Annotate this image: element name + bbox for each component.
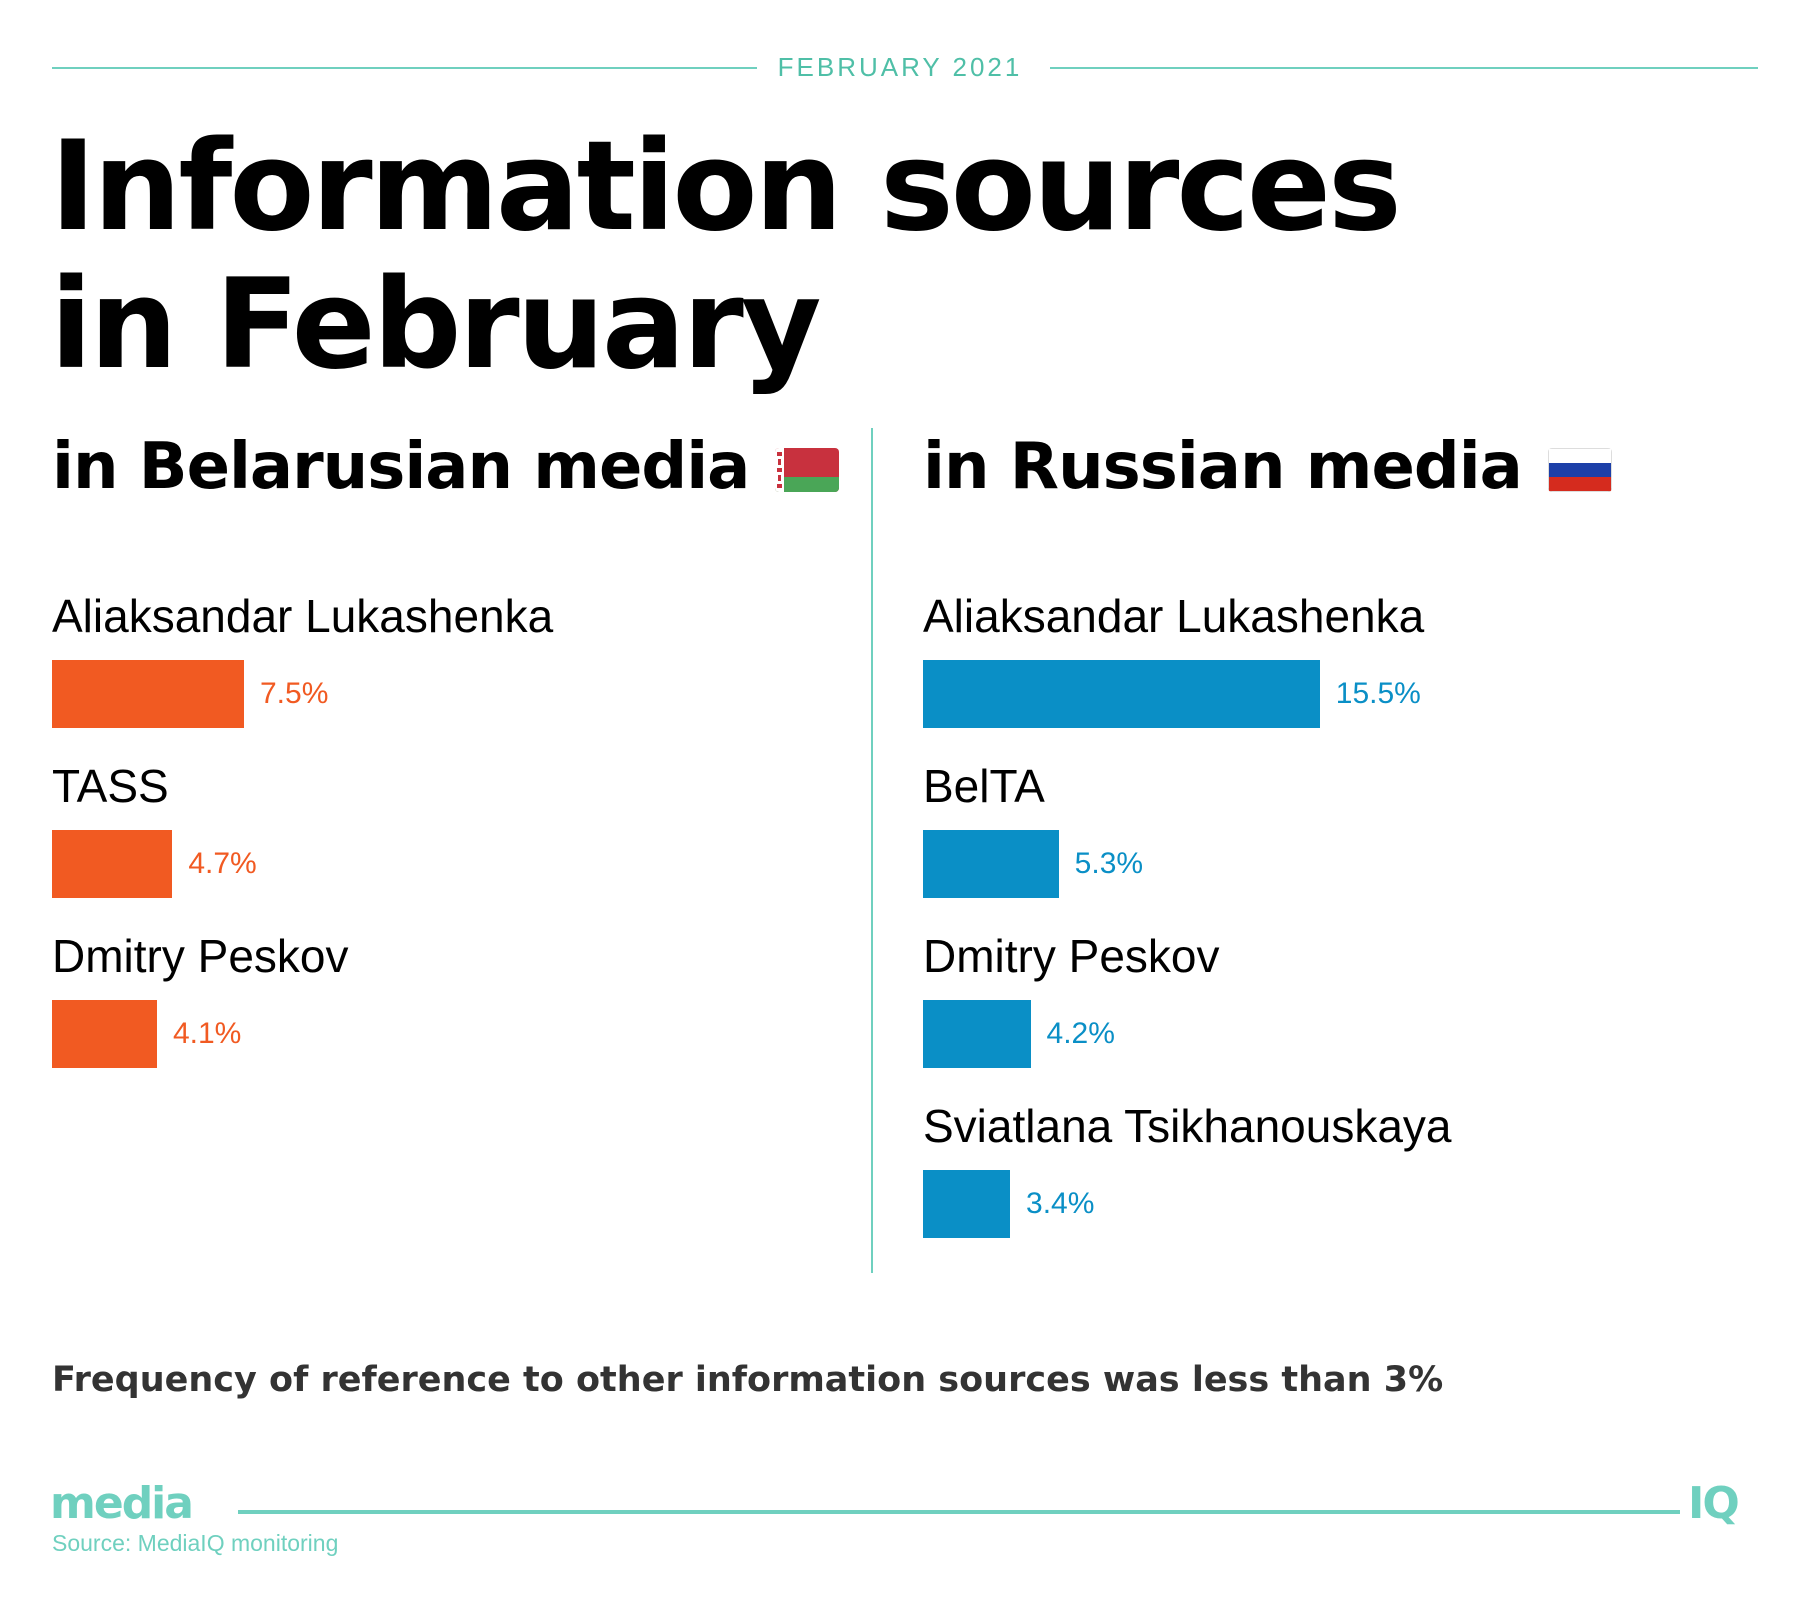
bar-value-label: 4.2%	[1046, 1017, 1115, 1050]
bar	[52, 660, 244, 728]
brand-line	[238, 1510, 1680, 1514]
panel-divider	[871, 428, 873, 1273]
top-rule-right	[1050, 67, 1758, 69]
belarusian-media-heading: in Belarusian media	[52, 428, 872, 588]
belarusian-media-heading-text: in Belarusian media	[52, 430, 750, 504]
belarus-flag-icon	[775, 448, 840, 493]
top-rule-left	[52, 67, 757, 69]
bar-value-label: 3.4%	[1026, 1187, 1095, 1220]
belarusian-media-panel: in Belarusian media Aliaksandar Lukashen…	[52, 428, 872, 1098]
bar-entry: Aliaksandar Lukashenka 15.5%	[923, 588, 1743, 758]
title-line-1: Information sources	[50, 115, 1402, 259]
bar-entry: Dmitry Peskov 4.2%	[923, 928, 1743, 1098]
bar-entry: Aliaksandar Lukashenka 7.5%	[52, 588, 872, 758]
bar-entry: Sviatlana Tsikhanouskaya 3.4%	[923, 1098, 1743, 1268]
footnote: Frequency of reference to other informat…	[52, 1360, 1444, 1400]
bar-category-label: TASS	[52, 760, 169, 812]
russian-chart: Aliaksandar Lukashenka 15.5% BelTA 5.3% Dmit…	[923, 588, 1743, 1268]
bar-value-label: 5.3%	[1074, 847, 1144, 880]
iq-logo: IQ	[1688, 1478, 1740, 1529]
bar-row: 4.1%	[52, 1000, 872, 1068]
media-logo: media	[50, 1478, 194, 1529]
bar-category-label: Dmitry Peskov	[923, 930, 1220, 982]
bar-row: 3.4%	[923, 1170, 1743, 1238]
source-note: Source: MediaIQ monitoring	[52, 1530, 339, 1556]
russian-media-heading: in Russian media	[923, 428, 1743, 588]
bar-entry: BelTA 5.3%	[923, 758, 1743, 928]
bar-entry: TASS 4.7%	[52, 758, 872, 928]
bar-row: 4.2%	[923, 1000, 1743, 1068]
bar	[52, 1000, 157, 1068]
bar-value-label: 4.7%	[188, 847, 257, 880]
bar-row: 4.7%	[52, 830, 872, 898]
russia-flag-icon	[1547, 448, 1612, 493]
bar	[923, 1170, 1011, 1238]
bar-row: 5.3%	[923, 830, 1743, 898]
russian-media-panel: in Russian media Aliaksandar Lukashenka 1…	[923, 428, 1743, 1268]
belarusian-chart: Aliaksandar Lukashenka 7.5% TASS 4.7% Dmitry…	[52, 588, 872, 1098]
bar-category-label: Aliaksandar Lukashenka	[52, 590, 554, 642]
date-label: FEBRUARY 2021	[777, 52, 1023, 82]
bar	[923, 660, 1320, 728]
bar-row: 15.5%	[923, 660, 1743, 728]
bar-row: 7.5%	[52, 660, 872, 728]
bar-category-label: Sviatlana Tsikhanouskaya	[923, 1100, 1452, 1152]
bar-category-label: Aliaksandar Lukashenka	[923, 590, 1425, 642]
bar-value-label: 15.5%	[1335, 677, 1421, 710]
bar-category-label: Dmitry Peskov	[52, 930, 349, 982]
bar-entry: Dmitry Peskov 4.1%	[52, 928, 872, 1098]
title-line-2: in February	[50, 253, 822, 397]
bar	[923, 1000, 1031, 1068]
bar-value-label: 4.1%	[172, 1017, 242, 1050]
bar-value-label: 7.5%	[260, 677, 329, 710]
russian-media-heading-text: in Russian media	[923, 430, 1523, 504]
bar	[52, 830, 173, 898]
page-title: Information sources in February	[50, 118, 1750, 394]
bar	[923, 830, 1059, 898]
bar-category-label: BelTA	[923, 760, 1045, 812]
